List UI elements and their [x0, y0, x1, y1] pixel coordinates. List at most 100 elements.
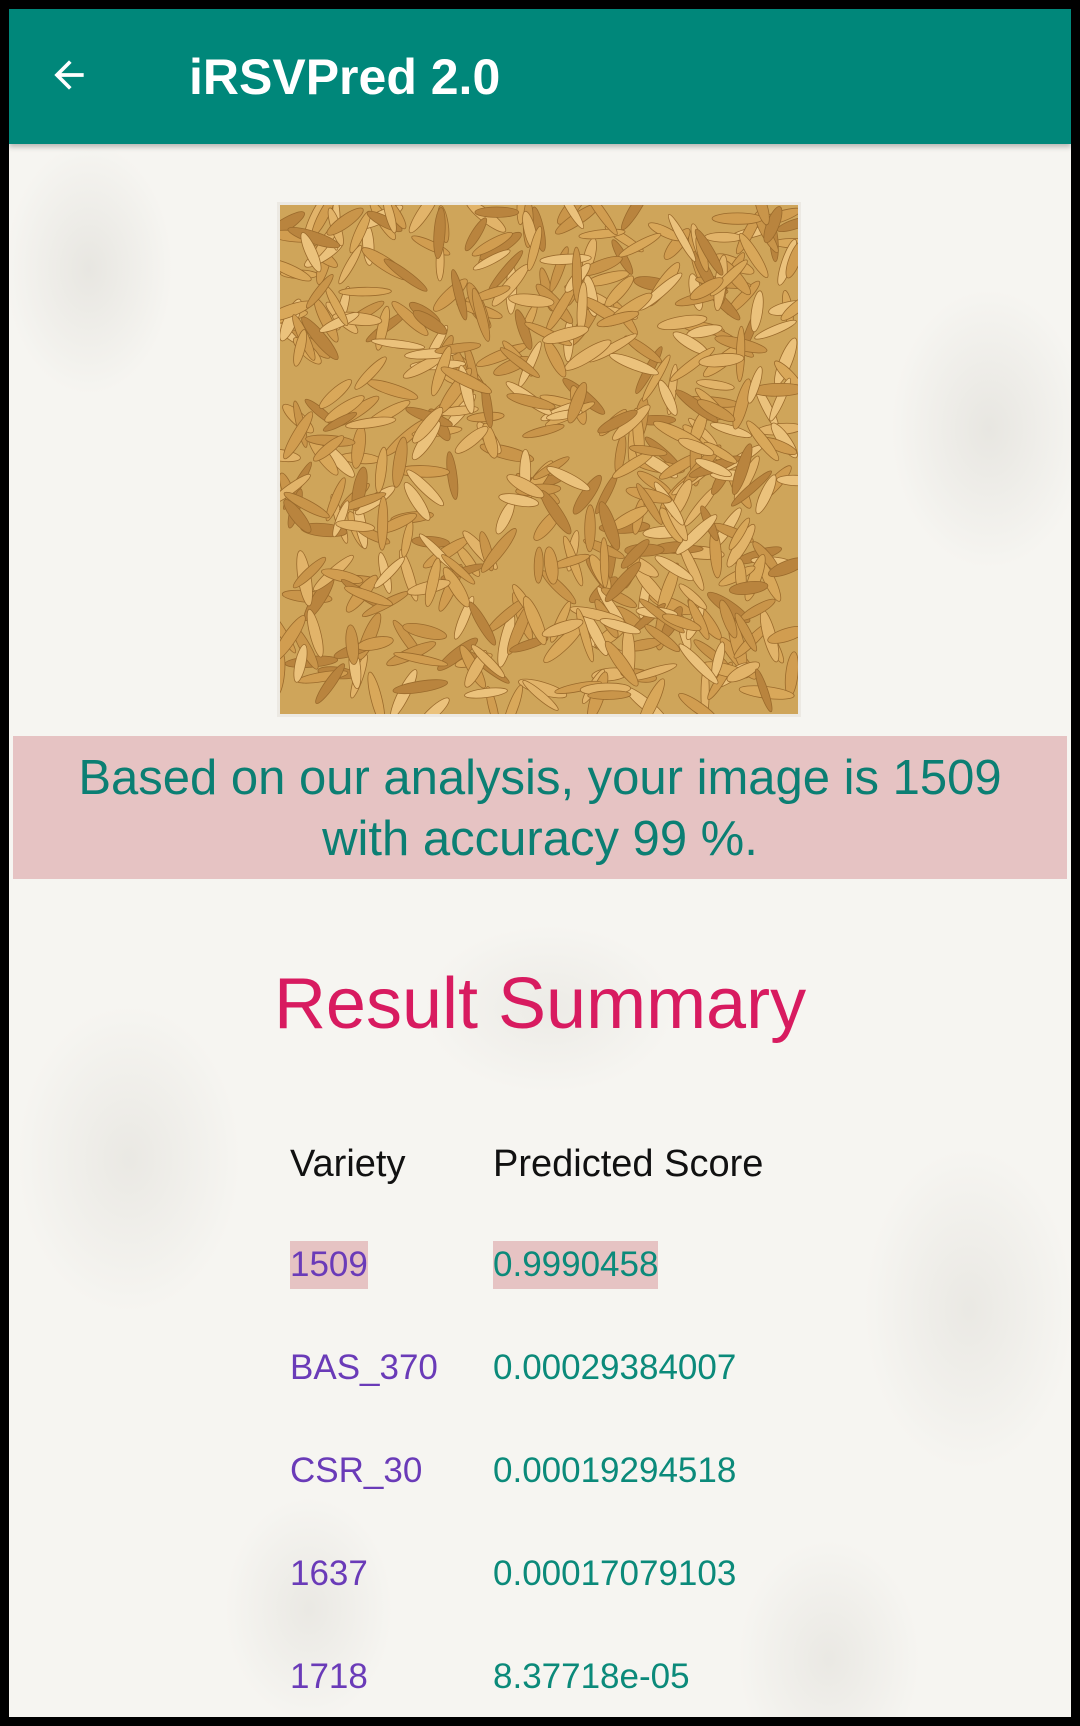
rice-grain — [726, 661, 761, 683]
rice-grain — [644, 624, 681, 652]
rice-grain — [704, 232, 744, 243]
result-message: Based on our analysis, your image is 150… — [13, 736, 1067, 879]
rice-grain — [696, 379, 735, 391]
rice-grain — [657, 314, 708, 331]
back-button[interactable] — [39, 45, 99, 105]
rice-grain — [280, 615, 306, 662]
rice-grain — [322, 411, 358, 432]
rice-grain — [785, 240, 798, 279]
rice-grain — [710, 422, 752, 438]
rice-grain — [629, 444, 668, 457]
rice-grain — [678, 693, 719, 714]
rice-grain — [542, 325, 590, 344]
rice-grain — [541, 618, 584, 638]
rice-grain — [546, 466, 591, 492]
rice-grain — [755, 474, 777, 515]
rice-grain — [442, 567, 470, 608]
rice-grain — [446, 451, 459, 500]
rice-grain — [658, 379, 678, 416]
rice-grain — [471, 644, 505, 679]
rice-grain — [522, 596, 547, 646]
rice-grains-image — [280, 205, 798, 714]
rice-grain — [471, 287, 491, 342]
rice-grain — [335, 520, 376, 532]
rice-grain — [506, 393, 556, 410]
rice-grain — [609, 353, 659, 376]
variety-cell: CSR_30 — [290, 1451, 423, 1490]
rice-grain — [339, 492, 387, 512]
rice-grain — [474, 206, 520, 218]
score-header: Predicted Score — [493, 1143, 764, 1185]
rice-grain — [557, 205, 585, 230]
rice-grain — [292, 556, 327, 589]
rice-grain — [283, 491, 330, 519]
rice-grain — [345, 624, 359, 665]
rice-grain — [305, 273, 334, 309]
variety-cell: 1509 — [290, 1241, 368, 1289]
rice-grain — [554, 680, 602, 694]
rice-grain — [508, 293, 555, 308]
rice-grain — [774, 360, 798, 391]
rice-grain — [371, 338, 425, 350]
rice-grain — [739, 598, 776, 621]
rice-grain — [599, 537, 610, 589]
rice-grain — [618, 233, 662, 258]
rice-grain — [283, 499, 312, 534]
rice-grain — [300, 232, 322, 273]
app-bar: iRSVPred 2.0 — [9, 9, 1071, 144]
rice-grain — [730, 470, 773, 507]
variety-cell: 1637 — [290, 1554, 368, 1593]
rice-grain — [596, 310, 640, 328]
rice-grain — [767, 625, 798, 644]
variety-cell: BAS_370 — [290, 1348, 438, 1387]
rice-grain — [293, 644, 308, 683]
rice-grain — [731, 443, 753, 495]
rice-grain — [533, 546, 544, 584]
rice-grain — [383, 258, 428, 292]
rice-grain — [728, 580, 769, 596]
score-cell: 0.00019294518 — [493, 1451, 737, 1490]
rice-grain — [728, 517, 751, 551]
rice-grain — [367, 671, 386, 714]
rice-grain — [597, 409, 638, 434]
rice-grain — [780, 294, 798, 321]
rice-grain — [441, 554, 476, 585]
rice-grain — [454, 426, 489, 454]
rice-grain — [392, 436, 408, 488]
rice-grain — [402, 622, 448, 640]
rice-grain — [587, 690, 632, 700]
rice-grain — [738, 232, 769, 279]
rice-grain — [374, 446, 388, 494]
rice-grain — [698, 353, 745, 368]
rice-grain — [306, 608, 324, 658]
rice-grain — [747, 366, 763, 404]
rice-grain — [584, 504, 596, 553]
rice-grain — [424, 557, 441, 607]
rice-grain — [345, 416, 397, 429]
rice-grain — [451, 269, 468, 321]
rice-grain — [506, 474, 545, 499]
rice-grain — [283, 411, 314, 460]
result-summary-title: Result Summary — [273, 964, 807, 1044]
rice-grain — [319, 312, 360, 333]
rice-grain — [637, 678, 665, 714]
rice-grain — [393, 651, 449, 667]
rice-grain — [543, 546, 559, 585]
rice-grain — [750, 290, 764, 333]
score-cell: 0.9990458 — [493, 1241, 659, 1289]
rice-grain — [480, 528, 517, 573]
rice-grain — [440, 366, 492, 394]
rice-grain — [703, 441, 738, 464]
rice-grain — [689, 277, 724, 301]
rice-grain — [621, 205, 651, 231]
rice-grain — [464, 687, 508, 699]
rice-grain — [502, 684, 523, 714]
rice-grain — [468, 601, 497, 646]
rice-grain — [754, 319, 797, 340]
rice-grain — [344, 585, 393, 607]
app-title: iRSVPred 2.0 — [189, 49, 501, 105]
table-row: 1637 0.00017079103 — [290, 1550, 850, 1602]
rice-grain — [522, 423, 565, 439]
rice-grain — [667, 214, 697, 262]
table-row: 1718 8.37718e-05 — [290, 1653, 850, 1705]
